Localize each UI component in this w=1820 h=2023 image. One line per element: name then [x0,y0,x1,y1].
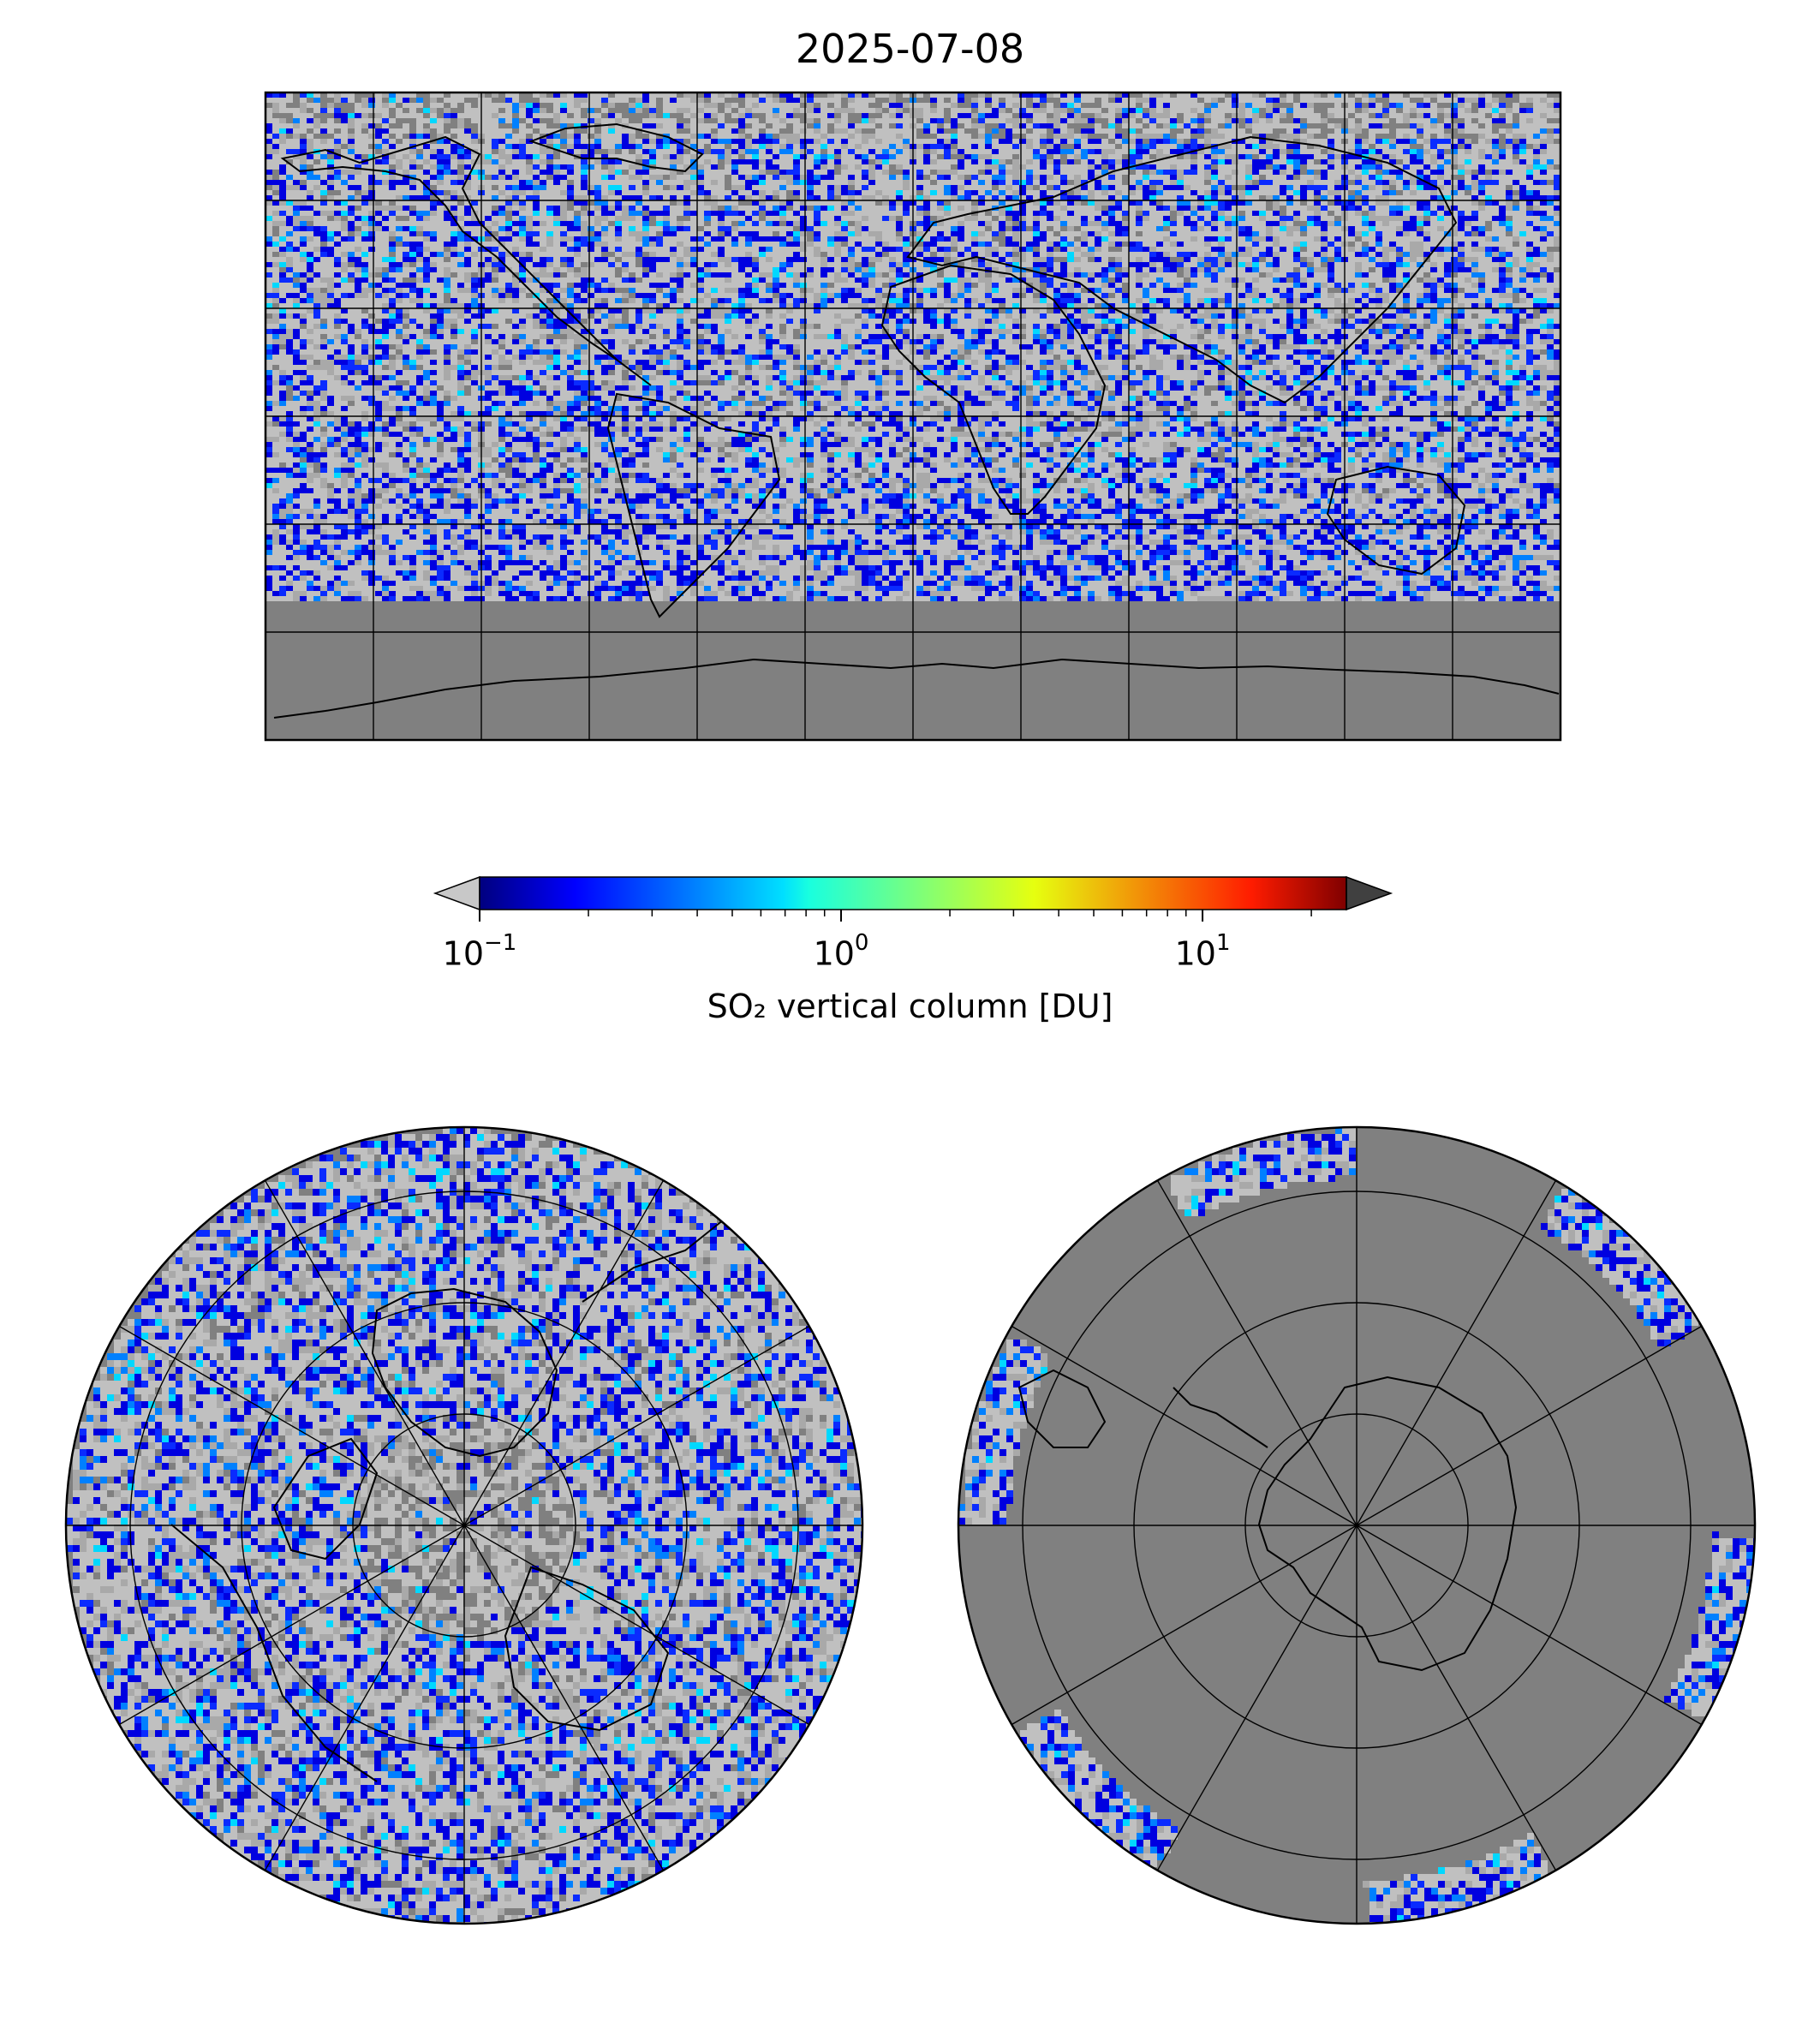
north-coastlines [170,1198,755,1782]
siberia-outline [504,1566,670,1732]
north-america-outline [280,135,652,386]
south-gridlines [958,1127,1755,1924]
australia-outline [1326,465,1466,576]
colorbar-tick-label: 101 [1175,930,1231,973]
north-map-frame [64,1125,864,1925]
north-polar-map [64,1125,864,1925]
antarctic-peninsula-outline [1173,1387,1268,1448]
colorbar-tick-label: 10−1 [443,930,517,973]
colorbar [433,875,1393,922]
antarctica-outline [273,658,1560,719]
colorbar-over-extension [1346,875,1393,911]
colorbar-frame [479,876,1347,910]
colorbar-minor-ticks [588,910,1312,916]
figure-title: 2025-07-08 [0,26,1820,72]
greenland-outline [528,122,704,173]
colorbar-major-ticks [479,910,1204,922]
global-map [264,91,1562,742]
global-so2-pixels [266,92,1560,601]
north-so2-pixels [66,1127,862,1924]
canadian-archipelago-outline [272,1437,379,1561]
south-map-frame [957,1125,1757,1925]
global-coastlines [273,122,1560,719]
south-polar-map [957,1125,1757,1925]
colorbar-gradient [480,877,1346,910]
africa-outline [880,264,1107,515]
antarctica-south-outline [1257,1376,1518,1672]
north-america-coast [170,1524,378,1782]
colorbar-label: SO₂ vertical column [DU] [0,988,1820,1025]
north-gridlines [66,1127,862,1924]
south-america-outline [606,392,781,618]
greenland-north-outline [371,1287,558,1458]
eurasia-outline [906,135,1458,404]
global-gridlines [266,92,1560,740]
global-map-frame [264,91,1562,742]
colorbar-tick-label: 100 [814,930,869,973]
colorbar-under-extension [433,875,480,911]
